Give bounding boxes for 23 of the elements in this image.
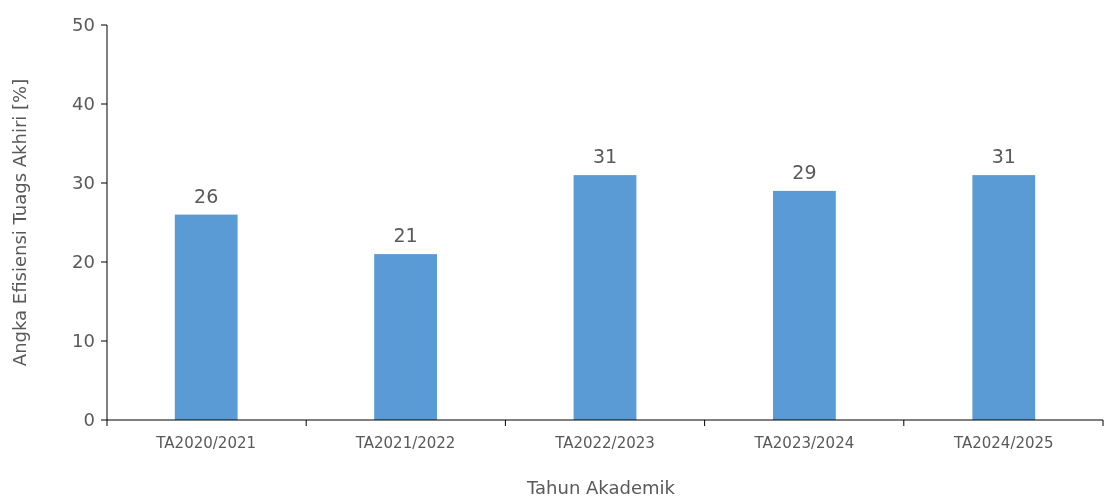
y-tick-label: 0 xyxy=(83,409,95,431)
x-tick-label: TA2020/2021 xyxy=(155,434,257,452)
data-label: 26 xyxy=(194,184,219,207)
x-tick-label: TA2022/2023 xyxy=(554,434,655,452)
x-axis-title: Tahun Akademik xyxy=(526,477,676,498)
data-label: 31 xyxy=(592,145,618,168)
y-tick-label: 40 xyxy=(72,93,95,115)
x-tick-label: TA2023/2024 xyxy=(753,434,855,452)
bar xyxy=(573,175,637,420)
data-label: 21 xyxy=(393,224,418,247)
bar xyxy=(972,175,1036,420)
bar xyxy=(174,214,238,420)
y-axis-title: Angka Efisiensi Tuags Akhiri [%] xyxy=(9,78,30,367)
bar xyxy=(772,190,836,420)
bar xyxy=(374,254,438,420)
y-tick-label: 30 xyxy=(72,172,95,194)
y-tick-label: 10 xyxy=(72,330,95,352)
data-label: 31 xyxy=(991,145,1016,168)
data-label: 29 xyxy=(792,160,817,183)
y-tick-label: 20 xyxy=(72,251,95,273)
x-tick-label: TA2024/2025 xyxy=(952,434,1054,452)
x-tick-label: TA2021/2022 xyxy=(354,434,456,452)
y-tick-label: 50 xyxy=(72,14,95,36)
